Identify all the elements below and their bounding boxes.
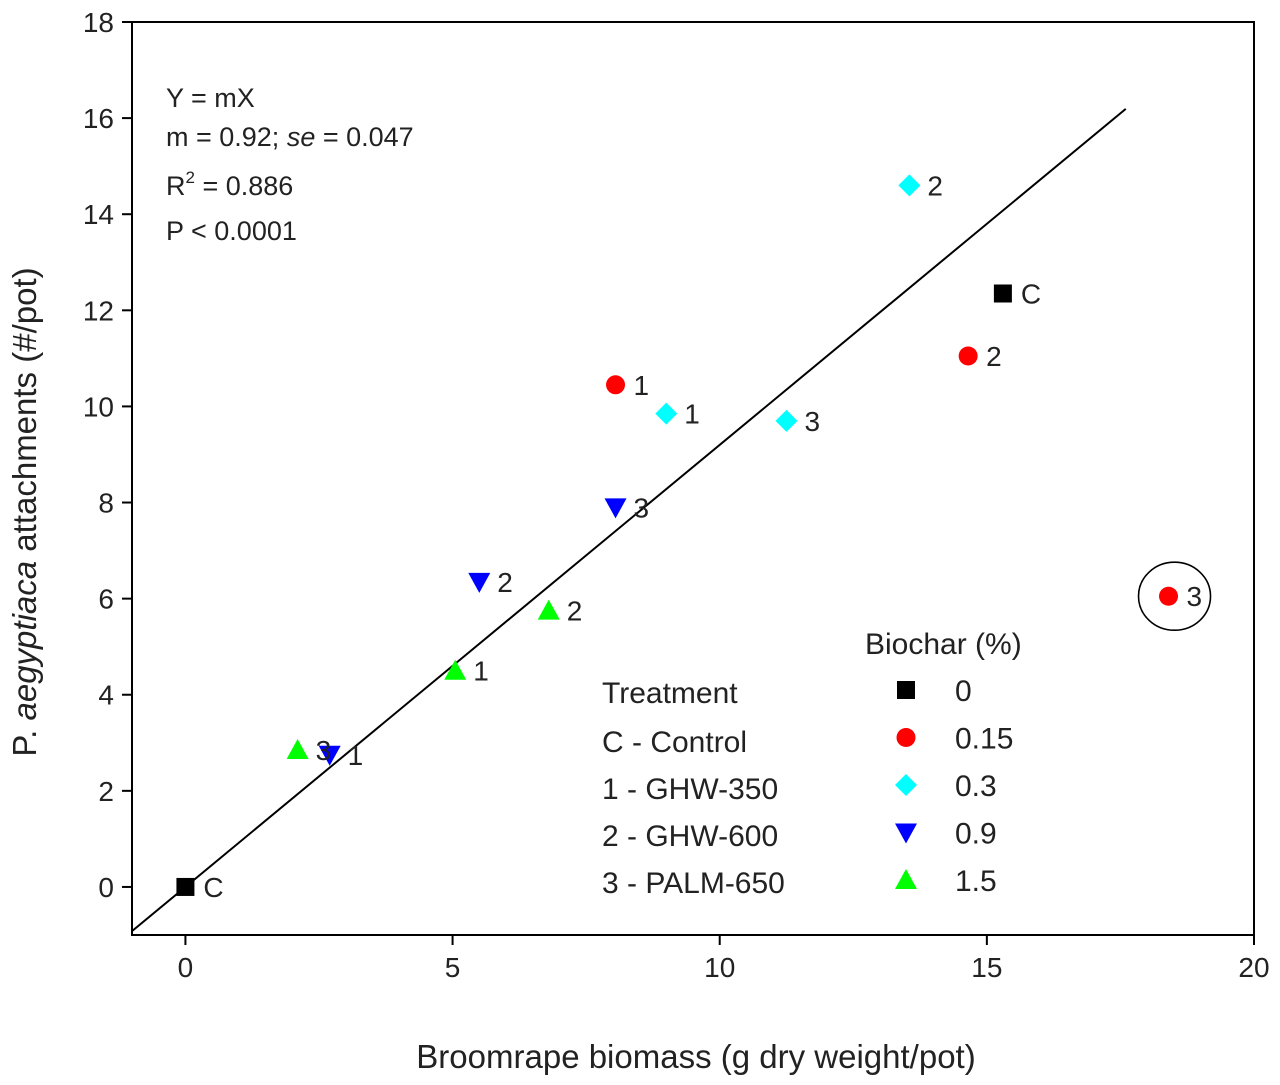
- biochar-legend-item: 1.5: [955, 865, 997, 898]
- plot-border: [131, 21, 1255, 936]
- stats-equation: Y = mX: [166, 83, 255, 113]
- stats-se-value: = 0.047: [315, 122, 413, 152]
- outlier-circle: [1137, 561, 1212, 632]
- treatment-legend-item: 1 - GHW-350: [602, 773, 778, 806]
- point-label: 2: [927, 170, 943, 201]
- legend-marker-diamond: [895, 774, 917, 796]
- biochar-legend: Biochar (%) 0 0.15 0.3 0.9 1.5: [865, 628, 1022, 898]
- y-tick-label: 4: [98, 680, 114, 711]
- data-point: [775, 409, 798, 432]
- data-point: [655, 402, 678, 425]
- plot-frame: [131, 21, 1255, 936]
- legend-marker-square: [897, 681, 915, 699]
- point-label: 1: [348, 740, 364, 771]
- point-label: 3: [316, 735, 332, 766]
- treatment-legend: Treatment C - Control 1 - GHW-350 2 - GHW-6…: [602, 677, 785, 900]
- data-point: [444, 659, 467, 680]
- y-tick-label: 10: [83, 391, 114, 422]
- stats-r-value: = 0.886: [195, 171, 293, 201]
- data-point: [898, 174, 921, 197]
- point-label: 1: [634, 370, 650, 401]
- data-point: [993, 284, 1012, 303]
- x-tick-label: 15: [971, 952, 1002, 983]
- y-axis: 0 2 4 6 8 10 12 14 16 18: [83, 7, 132, 903]
- point-label: 2: [986, 341, 1002, 372]
- y-tick-label: 12: [83, 295, 114, 326]
- stats-slope: m = 0.92; se = 0.047: [166, 122, 414, 152]
- series-0-15: 1 2 3: [606, 341, 1202, 612]
- point-label: C: [1021, 278, 1041, 309]
- x-axis-title: Broomrape biomass (g dry weight/pot): [416, 1038, 975, 1075]
- series-0-3: 1 2 3: [655, 170, 943, 437]
- point-label: 3: [634, 492, 650, 523]
- stats-p-value: P < 0.0001: [166, 216, 297, 246]
- legend-marker-triangle-down: [895, 823, 917, 844]
- data-point: [468, 572, 491, 593]
- y-tick-label: 14: [83, 199, 114, 230]
- y-tick-label: 18: [83, 7, 114, 38]
- point-label: C: [203, 872, 223, 903]
- data-point: [1159, 586, 1179, 606]
- point-label: 1: [473, 656, 489, 687]
- biochar-legend-item: 0: [955, 675, 972, 708]
- biochar-legend-item: 0.15: [955, 723, 1013, 756]
- data-point: [286, 738, 309, 759]
- stats-se-label: se: [287, 122, 316, 152]
- point-label: 3: [1187, 581, 1203, 612]
- data-point: [318, 745, 341, 766]
- biochar-legend-item: 0.3: [955, 770, 997, 803]
- y-axis-title-species: aegyptiaca: [6, 561, 43, 721]
- point-label: 2: [567, 596, 583, 627]
- y-tick-label: 2: [98, 776, 114, 807]
- biochar-legend-title: Biochar (%): [865, 628, 1022, 661]
- y-axis-title-suffix: attachments (#/pot): [6, 267, 43, 560]
- treatment-legend-title: Treatment: [602, 677, 738, 710]
- series-0: CC: [176, 278, 1041, 903]
- point-label: 2: [497, 567, 513, 598]
- y-axis-title-prefix: P.: [6, 721, 43, 757]
- series-1-5: 1 2 3: [286, 596, 583, 766]
- treatment-legend-item: 2 - GHW-600: [602, 820, 778, 853]
- data-point: [604, 498, 627, 519]
- treatment-legend-item: C - Control: [602, 726, 747, 759]
- data-point: [176, 877, 195, 896]
- x-tick-label: 20: [1238, 952, 1269, 983]
- treatment-legend-item: 3 - PALM-650: [602, 867, 785, 900]
- stats-slope-value: m = 0.92;: [166, 122, 287, 152]
- stats-r-superscript: 2: [186, 168, 195, 187]
- y-axis-title: P. aegyptiaca attachments (#/pot): [6, 267, 43, 756]
- regression-line: [131, 108, 1127, 932]
- regression-stats: Y = mX m = 0.92; se = 0.047 R2 = 0.886 P < …: [166, 83, 414, 246]
- x-axis: 0 5 10 15 20: [178, 935, 1270, 983]
- legend-marker-triangle-up: [895, 869, 917, 889]
- stats-r-squared: R2 = 0.886: [166, 168, 293, 201]
- point-label: 3: [805, 406, 821, 437]
- data-point: [958, 346, 978, 366]
- biochar-legend-item: 0.9: [955, 818, 997, 851]
- y-tick-label: 0: [98, 872, 114, 903]
- y-tick-label: 8: [98, 488, 114, 519]
- x-tick-label: 0: [178, 952, 194, 983]
- series-0-9: 1 2 3: [318, 492, 650, 771]
- data-point: [606, 375, 626, 395]
- stats-r-label: R: [166, 171, 186, 201]
- y-tick-label: 6: [98, 584, 114, 615]
- data-point: [537, 599, 560, 620]
- y-tick-label: 16: [83, 103, 114, 134]
- legend-marker-circle: [896, 728, 916, 747]
- x-tick-label: 5: [445, 952, 461, 983]
- point-label: 1: [684, 399, 700, 430]
- x-tick-label: 10: [704, 952, 735, 983]
